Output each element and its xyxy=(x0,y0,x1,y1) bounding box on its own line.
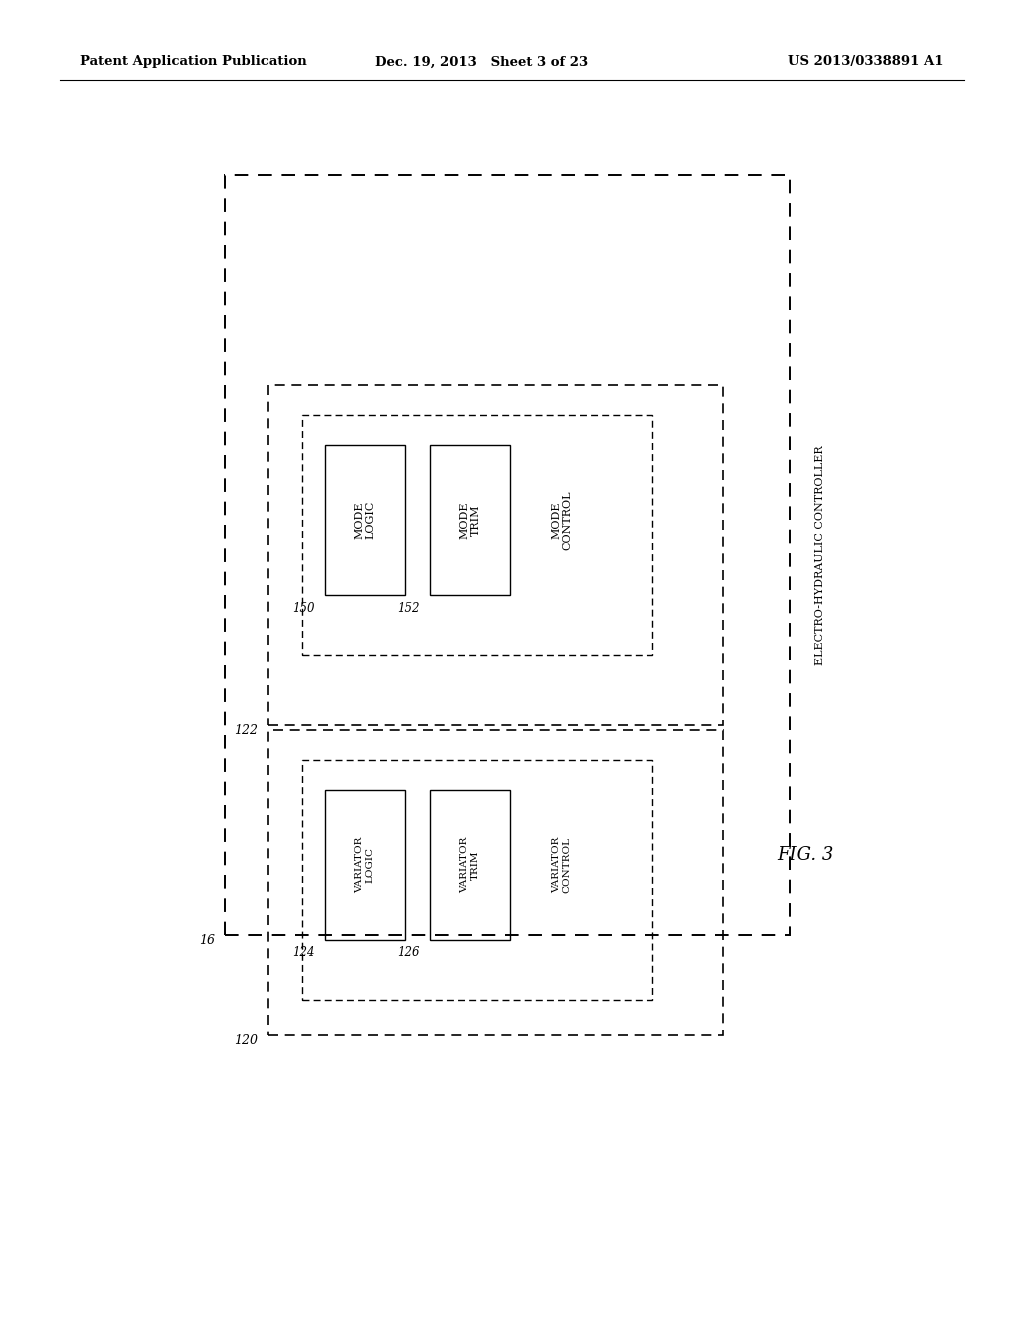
Text: 150: 150 xyxy=(293,602,315,615)
Text: FIG. 3: FIG. 3 xyxy=(777,846,834,865)
Bar xyxy=(302,760,652,1001)
Text: MODE
TRIM: MODE TRIM xyxy=(459,502,481,539)
Text: ELECTRO-HYDRAULIC CONTROLLER: ELECTRO-HYDRAULIC CONTROLLER xyxy=(815,445,825,665)
Text: VARIATOR
CONTROL: VARIATOR CONTROL xyxy=(552,837,571,894)
Bar xyxy=(430,445,510,595)
Text: Patent Application Publication: Patent Application Publication xyxy=(80,55,307,69)
Text: US 2013/0338891 A1: US 2013/0338891 A1 xyxy=(788,55,944,69)
Bar xyxy=(268,730,723,1035)
Bar xyxy=(225,176,790,935)
Bar xyxy=(268,385,723,725)
Text: 152: 152 xyxy=(397,602,420,615)
Text: 124: 124 xyxy=(293,946,315,960)
Bar xyxy=(325,789,406,940)
Bar xyxy=(325,445,406,595)
Text: VARIATOR
TRIM: VARIATOR TRIM xyxy=(461,837,479,894)
Text: MODE
CONTROL: MODE CONTROL xyxy=(551,490,572,549)
Bar xyxy=(430,789,510,940)
Text: VARIATOR
LOGIC: VARIATOR LOGIC xyxy=(355,837,375,894)
Text: 122: 122 xyxy=(234,723,258,737)
Text: 16: 16 xyxy=(199,933,215,946)
Bar xyxy=(302,414,652,655)
Text: 120: 120 xyxy=(234,1034,258,1047)
Text: 126: 126 xyxy=(397,946,420,960)
Text: MODE
LOGIC: MODE LOGIC xyxy=(354,500,376,539)
Text: Dec. 19, 2013   Sheet 3 of 23: Dec. 19, 2013 Sheet 3 of 23 xyxy=(376,55,589,69)
